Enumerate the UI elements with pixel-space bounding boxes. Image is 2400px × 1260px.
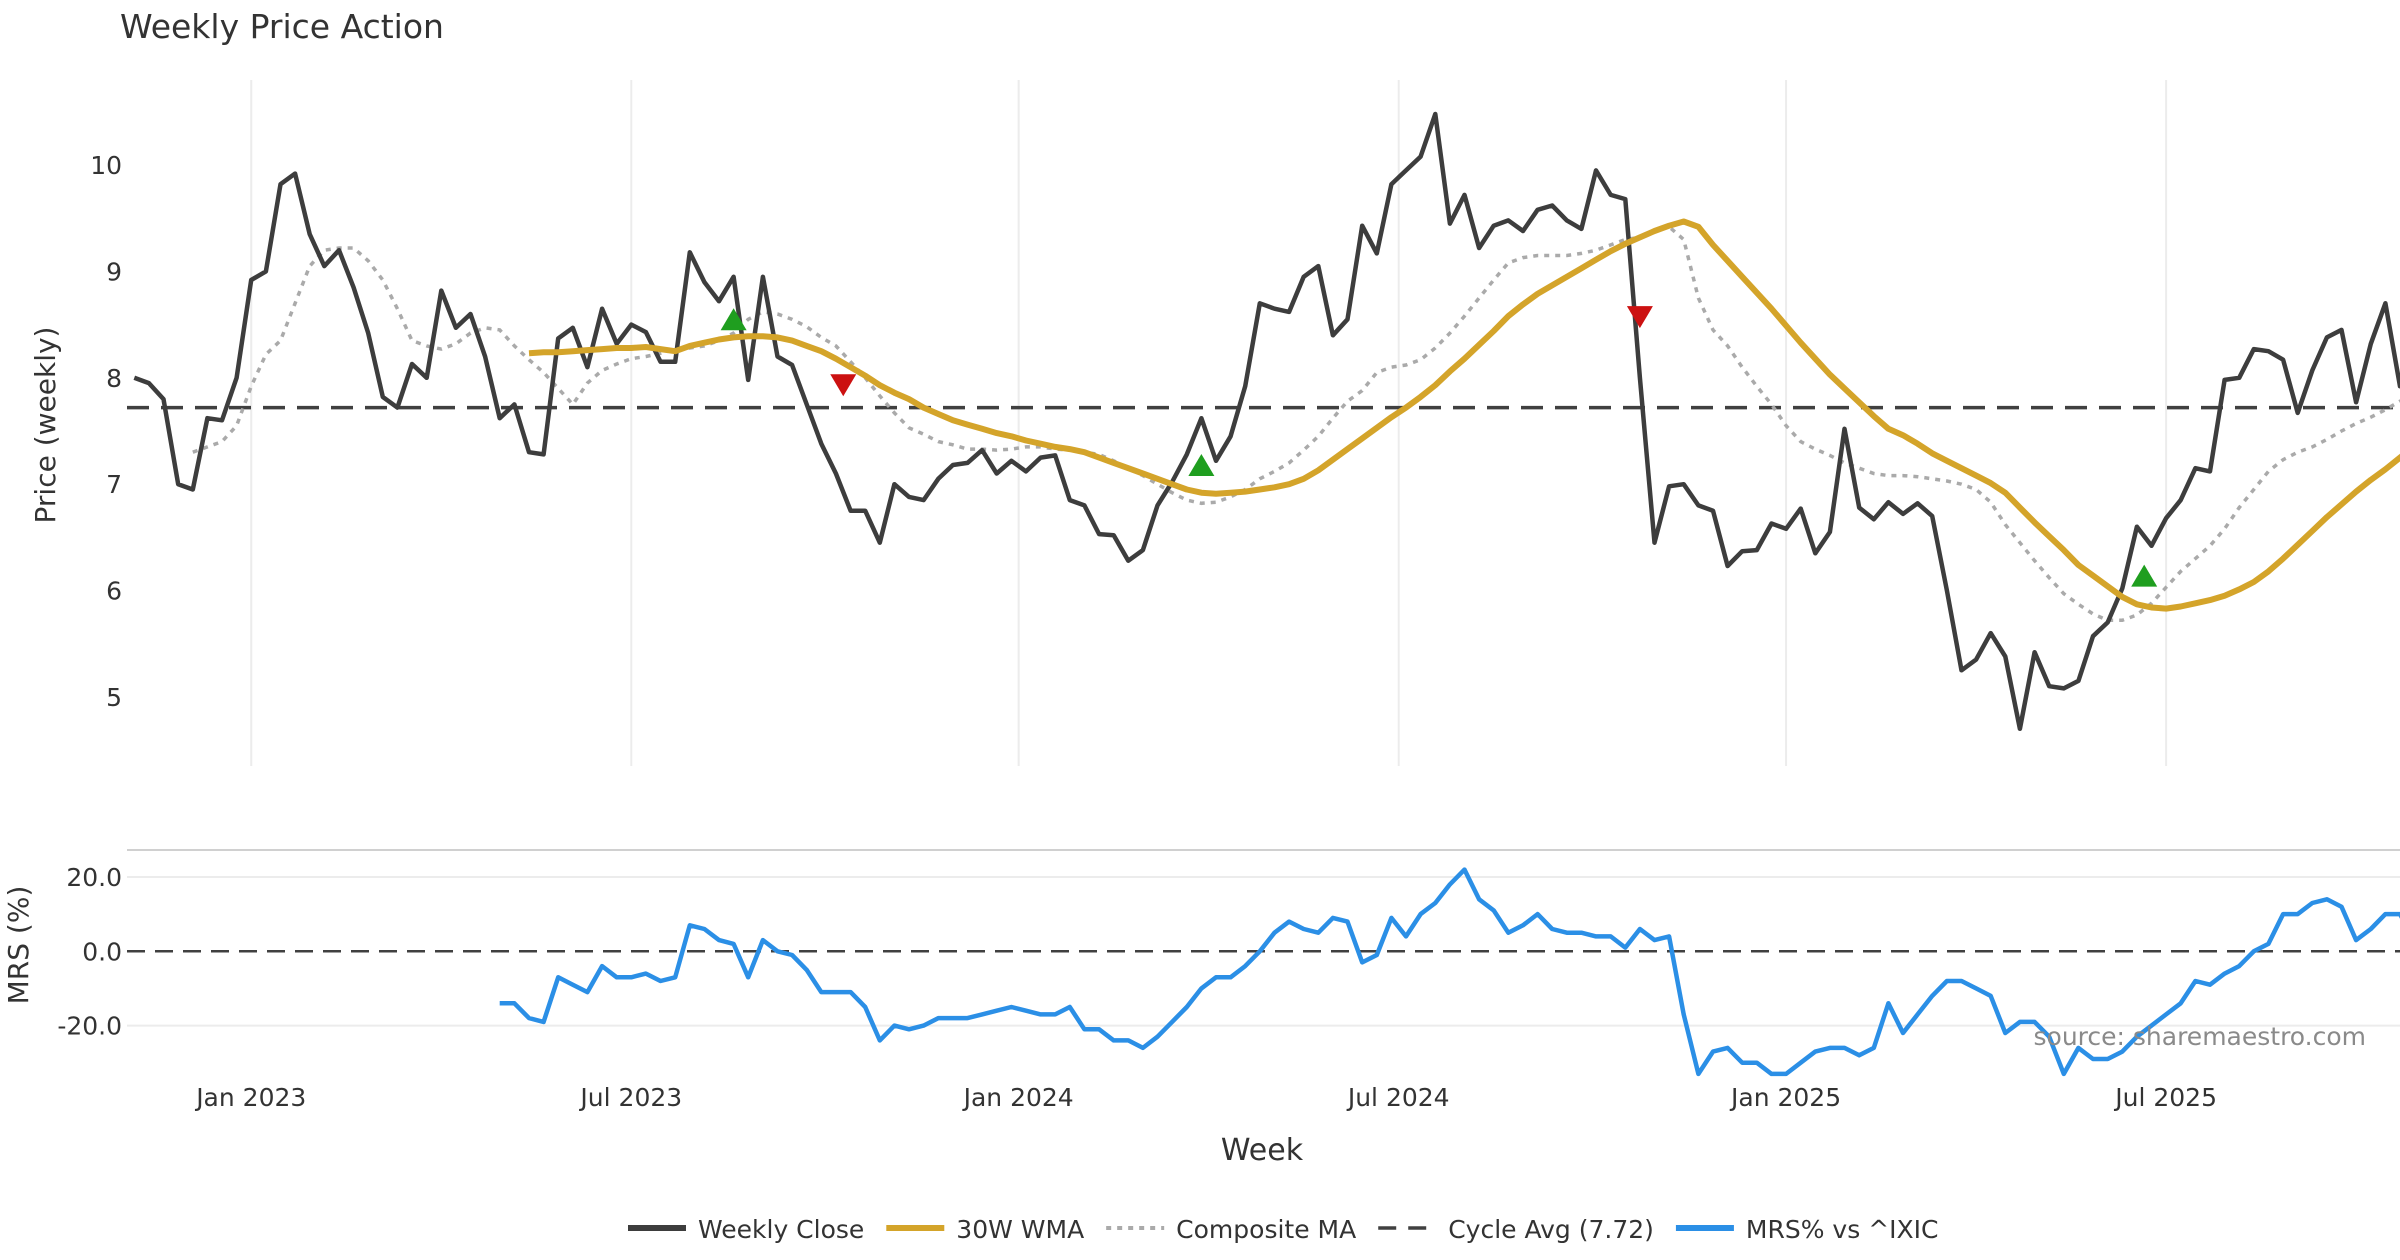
mrs-line: [499, 867, 2400, 1077]
source-text: source: sharemaestro.com: [2034, 1022, 2367, 1051]
price-y-tick-label: 8: [106, 364, 122, 393]
mrs-y-tick-label: 20.0: [66, 863, 122, 892]
buy-signal-marker: [1188, 454, 1215, 477]
mrs-y-tick-labels: 20.0 0.0 -20.0: [57, 863, 122, 1041]
price-y-tick-label: 7: [106, 470, 122, 499]
price-y-tick-labels: 5 6 7 8 9 10: [90, 151, 122, 712]
legend-label: Weekly Close: [698, 1215, 864, 1244]
price-y-tick-label: 5: [106, 683, 122, 712]
mrs-y-axis-label: MRS (%): [2, 886, 35, 1005]
chart-title: Weekly Price Action: [120, 7, 444, 46]
x-tick-label: Jul 2024: [1346, 1083, 1450, 1112]
legend-label: Composite MA: [1176, 1215, 1356, 1244]
wma-30w-line: [528, 218, 2400, 612]
price-y-axis-label: Price (weekly): [29, 327, 62, 524]
x-tick-label: Jul 2025: [2113, 1083, 2217, 1112]
x-tick-label: Jan 2023: [194, 1083, 306, 1112]
mrs-y-tick-label: 0.0: [82, 937, 122, 966]
x-tick-label: Jul 2023: [578, 1083, 682, 1112]
x-tick-label: Jan 2025: [1729, 1083, 1841, 1112]
signal-markers: [720, 306, 2158, 587]
legend-label: 30W WMA: [956, 1215, 1084, 1244]
price-y-tick-label: 6: [106, 577, 122, 606]
x-axis-label: Week: [1221, 1133, 1304, 1168]
x-tick-label: Jan 2024: [962, 1083, 1074, 1112]
legend: Weekly Close 30W WMA Composite MA Cycle Avg…: [628, 1215, 1938, 1244]
buy-signal-marker: [720, 308, 747, 331]
price-grid: [250, 80, 2168, 766]
mrs-y-tick-label: -20.0: [57, 1012, 122, 1041]
mrs-grid: [127, 876, 2400, 1027]
sell-signal-marker: [830, 374, 857, 397]
sell-signal-marker: [1626, 306, 1653, 329]
composite-ma-line: [192, 224, 2400, 623]
x-tick-labels: Jan 2023 Jul 2023 Jan 2024 Jul 2024 Jan 2025…: [194, 1083, 2217, 1112]
legend-label: Cycle Avg (7.72): [1448, 1215, 1654, 1244]
price-y-tick-label: 9: [106, 257, 122, 286]
price-y-tick-label: 10: [90, 151, 122, 180]
buy-signal-marker: [2131, 564, 2158, 587]
legend-label: MRS% vs ^IXIC: [1746, 1215, 1939, 1244]
weekly-close-line: [133, 111, 2400, 732]
